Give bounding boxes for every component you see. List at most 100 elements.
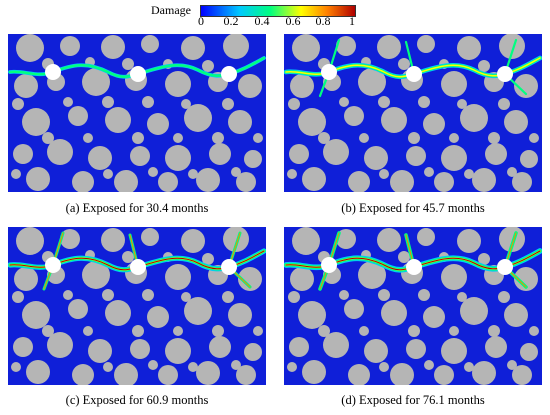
- aggregate-particle: [336, 36, 356, 56]
- aggregate-particle: [14, 267, 38, 291]
- aggregate-particle: [529, 326, 539, 336]
- aggregate-particle: [132, 132, 144, 144]
- colorbar-tick: 0.8: [315, 14, 331, 28]
- aggregate-particle: [63, 97, 73, 107]
- aggregate-particle: [60, 229, 80, 249]
- rebar: [497, 259, 513, 275]
- rebar: [321, 64, 337, 80]
- caption-c: (c) Exposed for 60.9 months: [65, 393, 209, 407]
- panel-c: [8, 227, 266, 385]
- aggregate-particle: [381, 300, 407, 326]
- aggregate-particle: [60, 36, 80, 56]
- aggregate-particle: [148, 167, 158, 177]
- caption-d: (d) Exposed for 76.1 months: [341, 393, 485, 407]
- aggregate-particle: [105, 300, 131, 326]
- aggregate-particle: [504, 303, 528, 327]
- aggregate-particle: [222, 98, 234, 110]
- aggregate-particle: [158, 365, 178, 385]
- aggregate-particle: [478, 253, 490, 265]
- aggregate-particle: [130, 339, 150, 359]
- caption-b: (b) Exposed for 45.7 months: [341, 201, 485, 215]
- aggregate-particle: [165, 145, 191, 171]
- aggregate-particle: [83, 133, 93, 143]
- aggregate-particle: [323, 332, 349, 358]
- aggregate-particle: [68, 106, 88, 126]
- aggregate-particle: [42, 132, 54, 144]
- aggregate-particle: [499, 227, 525, 252]
- aggregate-particle: [406, 146, 426, 166]
- aggregate-particle: [148, 360, 158, 370]
- aggregate-particle: [88, 339, 112, 363]
- aggregate-particle: [101, 35, 125, 59]
- aggregate-particle: [290, 74, 314, 98]
- aggregate-particle: [424, 167, 434, 177]
- aggregate-particle: [196, 361, 220, 385]
- aggregate-particle: [222, 291, 234, 303]
- aggregate-particle: [188, 169, 198, 179]
- aggregate-particle: [12, 98, 24, 110]
- aggregate-particle: [504, 110, 528, 134]
- aggregate-particle: [181, 292, 191, 302]
- aggregate-particle: [231, 360, 241, 370]
- aggregate-particle: [488, 325, 500, 337]
- aggregate-particle: [158, 172, 178, 192]
- aggregate-particle: [418, 289, 430, 301]
- aggregate-particle: [441, 71, 467, 97]
- aggregate-particle: [72, 364, 94, 385]
- aggregate-particle: [512, 365, 532, 385]
- aggregate-particle: [102, 96, 114, 108]
- aggregate-particle: [364, 339, 388, 363]
- aggregate-particle: [147, 306, 169, 328]
- aggregate-particle: [13, 337, 33, 357]
- aggregate-particle: [298, 108, 326, 136]
- rebar: [130, 259, 146, 275]
- aggregate-particle: [499, 34, 525, 59]
- rebar: [221, 259, 237, 275]
- aggregate-particle: [142, 289, 154, 301]
- aggregate-particle: [212, 325, 224, 337]
- aggregate-particle: [196, 168, 220, 192]
- aggregate-particle: [72, 171, 94, 192]
- aggregate-particle: [449, 133, 459, 143]
- aggregate-particle: [244, 343, 262, 361]
- aggregate-particle: [289, 337, 309, 357]
- aggregate-particle: [441, 145, 467, 171]
- aggregate-particle: [417, 35, 435, 53]
- aggregate-particle: [302, 360, 326, 384]
- rebar: [221, 66, 237, 82]
- aggregate-particle: [488, 132, 500, 144]
- aggregate-particle: [288, 98, 300, 110]
- rebar: [406, 66, 422, 82]
- aggregate-particle: [223, 227, 249, 252]
- aggregate-particle: [472, 168, 496, 192]
- aggregate-particle: [68, 299, 88, 319]
- aggregate-particle: [209, 143, 231, 165]
- rebar: [497, 66, 513, 82]
- aggregate-particle: [478, 60, 490, 72]
- aggregate-particle: [147, 113, 169, 135]
- aggregate-particle: [507, 360, 517, 370]
- aggregate-particle: [408, 132, 420, 144]
- aggregate-particle: [359, 326, 369, 336]
- aggregate-particle: [253, 326, 263, 336]
- aggregate-particle: [82, 68, 110, 96]
- rebar: [130, 66, 146, 82]
- aggregate-particle: [364, 146, 388, 170]
- aggregate-particle: [212, 132, 224, 144]
- colorbar-tick: 1: [349, 14, 355, 28]
- aggregate-particle: [485, 336, 507, 358]
- aggregate-particle: [359, 133, 369, 143]
- aggregate-particle: [289, 144, 309, 164]
- aggregate-particle: [141, 35, 159, 53]
- concrete-mesostructure-b: [284, 34, 542, 192]
- aggregate-particle: [498, 291, 510, 303]
- aggregate-particle: [358, 261, 386, 289]
- aggregate-particle: [336, 229, 356, 249]
- aggregate-particle: [339, 97, 349, 107]
- aggregate-particle: [88, 146, 112, 170]
- aggregate-particle: [83, 326, 93, 336]
- aggregate-particle: [423, 113, 445, 135]
- aggregate-particle: [381, 107, 407, 133]
- aggregate-particle: [464, 169, 474, 179]
- aggregate-particle: [512, 172, 532, 192]
